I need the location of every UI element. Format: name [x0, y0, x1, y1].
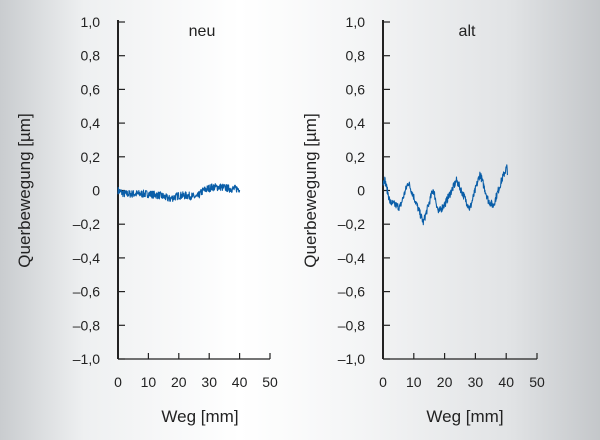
y-axis-label: Querbewegung [µm] — [301, 113, 320, 267]
x-tick-label: 30 — [468, 374, 484, 390]
x-tick-label: 20 — [171, 374, 187, 390]
y-tick-label: 0 — [92, 183, 100, 199]
x-axis-label: Weg [mm] — [161, 407, 238, 426]
x-tick-label: 10 — [141, 374, 157, 390]
y-tick-label: –0,2 — [73, 216, 100, 232]
y-tick-label: –1,0 — [338, 351, 365, 367]
y-axis-label: Querbewegung [µm] — [15, 113, 34, 267]
y-tick-label: –0,6 — [338, 284, 365, 300]
x-tick-label: 50 — [529, 374, 545, 390]
y-tick-label: –0,8 — [73, 317, 100, 333]
x-tick-label: 20 — [437, 374, 453, 390]
y-tick-label: –1,0 — [73, 351, 100, 367]
y-tick-label: –0,8 — [338, 317, 365, 333]
y-tick-label: 0,2 — [81, 149, 101, 165]
x-tick-label: 40 — [498, 374, 514, 390]
y-tick-label: 0,4 — [346, 115, 366, 131]
y-tick-label: –0,6 — [73, 284, 100, 300]
y-tick-label: 0 — [357, 183, 365, 199]
y-tick-label: 1,0 — [346, 14, 366, 30]
chart-title: neu — [189, 23, 216, 40]
x-tick-label: 10 — [406, 374, 422, 390]
x-tick-label: 50 — [262, 374, 278, 390]
y-tick-label: 1,0 — [81, 14, 101, 30]
y-tick-label: –0,2 — [338, 216, 365, 232]
y-tick-label: 0,4 — [81, 115, 101, 131]
x-tick-label: 40 — [232, 374, 248, 390]
y-tick-label: –0,4 — [73, 250, 100, 266]
y-tick-label: 0,6 — [81, 81, 101, 97]
y-tick-label: 0,8 — [346, 48, 366, 64]
x-tick-label: 0 — [379, 374, 387, 390]
y-tick-label: 0,2 — [346, 149, 366, 165]
chart-title: alt — [459, 23, 476, 40]
y-tick-label: 0,6 — [346, 81, 366, 97]
x-axis-label: Weg [mm] — [426, 407, 503, 426]
x-tick-label: 30 — [201, 374, 217, 390]
data-series-line — [382, 164, 508, 226]
y-tick-label: 0,8 — [81, 48, 101, 64]
x-tick-label: 0 — [114, 374, 122, 390]
data-series-line — [117, 183, 241, 202]
y-tick-label: –0,4 — [338, 250, 365, 266]
